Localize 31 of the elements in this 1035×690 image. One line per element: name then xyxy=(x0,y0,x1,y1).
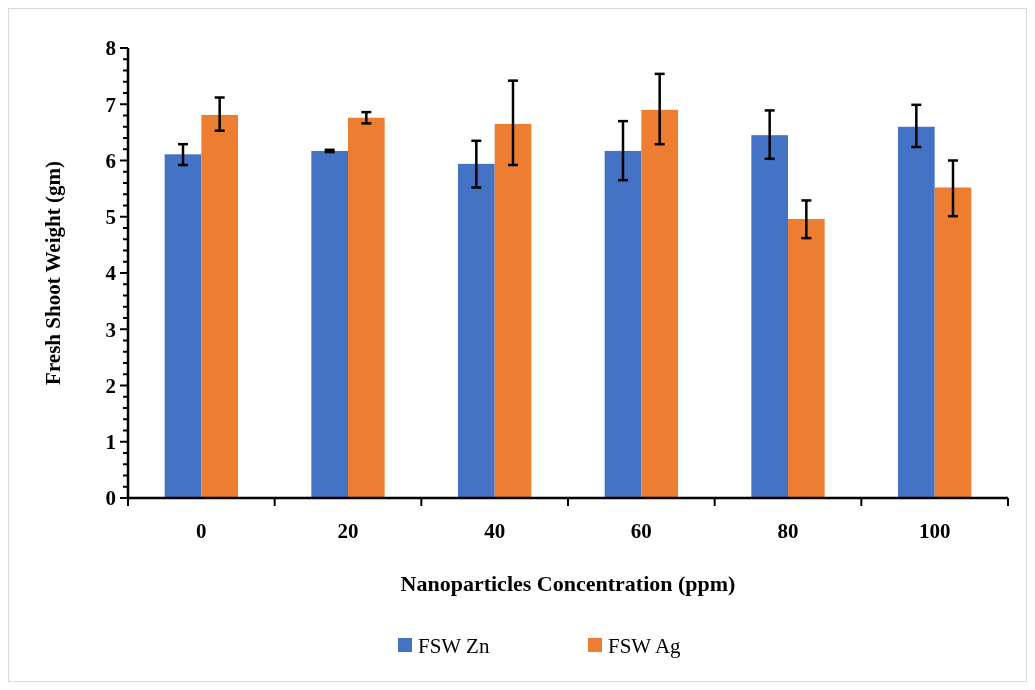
x-tick-label: 80 xyxy=(777,519,799,543)
bar xyxy=(201,114,238,498)
bar xyxy=(458,163,495,498)
bar xyxy=(348,117,385,498)
y-tick-label: 5 xyxy=(105,205,116,230)
y-tick-label: 1 xyxy=(105,430,116,455)
x-tick-label: 40 xyxy=(484,519,506,543)
bar xyxy=(751,135,788,498)
y-tick-label: 7 xyxy=(105,92,116,117)
bar xyxy=(641,109,678,498)
y-tick-label: 6 xyxy=(105,148,116,173)
y-tick-label: 4 xyxy=(105,261,117,286)
y-tick-label: 0 xyxy=(105,486,116,511)
bar xyxy=(934,187,972,498)
bar xyxy=(604,150,642,498)
y-axis-title: Fresh Shoot Weight (gm) xyxy=(41,161,65,385)
y-tick-label: 8 xyxy=(105,36,116,61)
bar xyxy=(311,150,348,498)
x-axis-title: Nanoparticles Concentration (ppm) xyxy=(400,571,736,596)
x-tick-label: 60 xyxy=(630,519,652,543)
y-tick-label: 2 xyxy=(105,373,116,398)
bar xyxy=(788,219,825,498)
bar xyxy=(898,126,935,498)
x-tick-label: 0 xyxy=(196,519,207,543)
legend-label: FSW Zn xyxy=(418,634,490,659)
legend-label: FSW Ag xyxy=(608,634,682,659)
y-tick-label: 3 xyxy=(105,317,116,342)
bar xyxy=(164,154,202,498)
x-tick-label: 20 xyxy=(337,519,359,543)
x-tick-label: 100 xyxy=(918,519,951,543)
bar xyxy=(494,123,532,498)
